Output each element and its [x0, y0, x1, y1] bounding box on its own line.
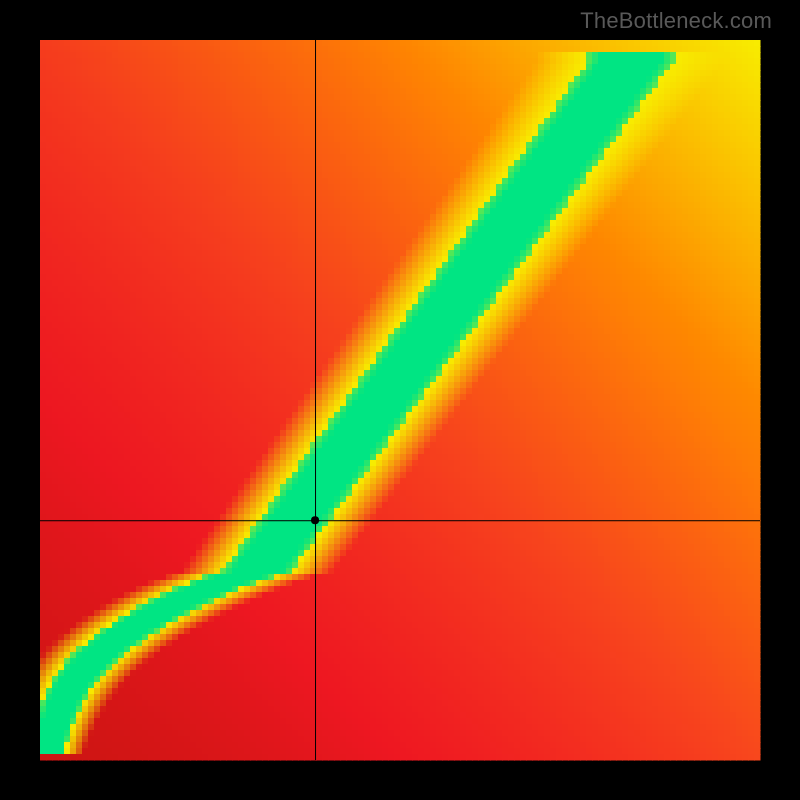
heatmap-canvas [0, 0, 800, 800]
watermark-text: TheBottleneck.com [580, 8, 772, 34]
chart-container: TheBottleneck.com [0, 0, 800, 800]
